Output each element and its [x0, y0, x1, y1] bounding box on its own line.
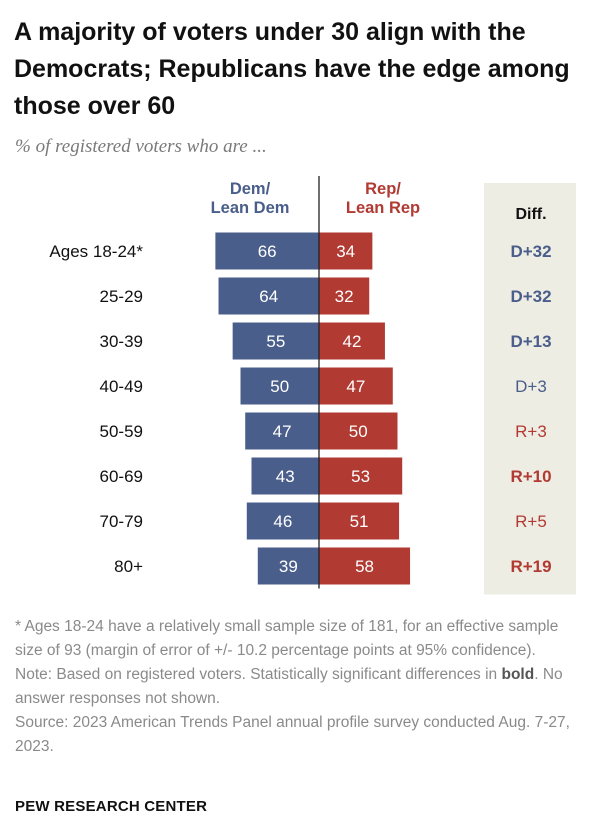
dem-bar [232, 322, 319, 360]
rep-bar [319, 367, 393, 405]
diff-value: D+32 [510, 287, 551, 306]
dem-value-label: 43 [276, 467, 295, 486]
diff-panel [484, 183, 576, 595]
category-label: 60-69 [100, 467, 143, 486]
diff-value: R+5 [515, 512, 547, 531]
rep-value-label: 42 [343, 332, 362, 351]
dem-bar [218, 277, 319, 315]
dem-bar [246, 502, 319, 540]
rep-bar [319, 547, 411, 585]
category-label: 40-49 [100, 377, 143, 396]
diff-value: R+19 [510, 557, 551, 576]
source-note: Source: 2023 American Trends Panel annua… [15, 714, 570, 755]
dem-value-label: 55 [266, 332, 285, 351]
category-label: 25-29 [100, 287, 143, 306]
dem-value-label: 64 [259, 287, 278, 306]
dem-value-label: 50 [270, 377, 289, 396]
diff-value: D+32 [510, 242, 551, 261]
rep-bar [319, 412, 398, 450]
dem-bar [240, 367, 319, 405]
rep-bar [319, 277, 370, 315]
rep-value-label: 47 [346, 377, 365, 396]
rep-value-label: 50 [349, 422, 368, 441]
diff-value: D+13 [510, 332, 551, 351]
category-label: 50-59 [100, 422, 143, 441]
dem-series-header: Dem/Lean Dem [211, 180, 290, 217]
dem-value-label: 47 [273, 422, 292, 441]
note-text: Note: Based on registered voters. Statis… [15, 666, 502, 683]
brand-label: PEW RESEARCH CENTER [15, 798, 208, 815]
dem-bar [251, 457, 319, 495]
category-label: Ages 18-24* [49, 242, 143, 261]
dem-bar [245, 412, 319, 450]
footnote: * Ages 18-24 have a relatively small sam… [15, 618, 559, 659]
dem-value-label: 66 [258, 242, 277, 261]
note-text-end: . No answer responses not shown. [15, 666, 563, 707]
rep-bar [319, 232, 373, 270]
rep-series-header: Rep/Lean Rep [346, 180, 420, 217]
diff-value: R+3 [515, 422, 547, 441]
chart-subtitle: % of registered voters who are ... [15, 136, 267, 157]
diff-header: Diff. [515, 206, 546, 223]
category-label: 70-79 [100, 512, 143, 531]
dem-bar [257, 547, 319, 585]
chart-notes: * Ages 18-24 have a relatively small sam… [15, 615, 590, 759]
rep-value-label: 53 [351, 467, 370, 486]
rep-value-label: 58 [355, 557, 374, 576]
category-label: 30-39 [100, 332, 143, 351]
category-label: 80+ [114, 557, 143, 576]
significance-note: Note: Based on registered voters. Statis… [15, 663, 590, 711]
rep-bar [319, 322, 385, 360]
rep-value-label: 51 [350, 512, 369, 531]
diff-value: R+10 [510, 467, 551, 486]
rep-bar [319, 502, 400, 540]
diff-value: D+3 [515, 377, 547, 396]
rep-bar [319, 457, 403, 495]
chart-title: A majority of voters under 30 align with… [14, 18, 570, 120]
rep-value-label: 32 [335, 287, 354, 306]
dem-value-label: 46 [273, 512, 292, 531]
dem-value-label: 39 [279, 557, 298, 576]
diverging-bar-chart: Dem/Lean Dem Rep/Lean Rep Diff. Ages 18-24*… [49, 176, 576, 595]
rep-value-label: 34 [336, 242, 355, 261]
dem-bar [215, 232, 319, 270]
note-bold-word: bold [501, 666, 535, 683]
